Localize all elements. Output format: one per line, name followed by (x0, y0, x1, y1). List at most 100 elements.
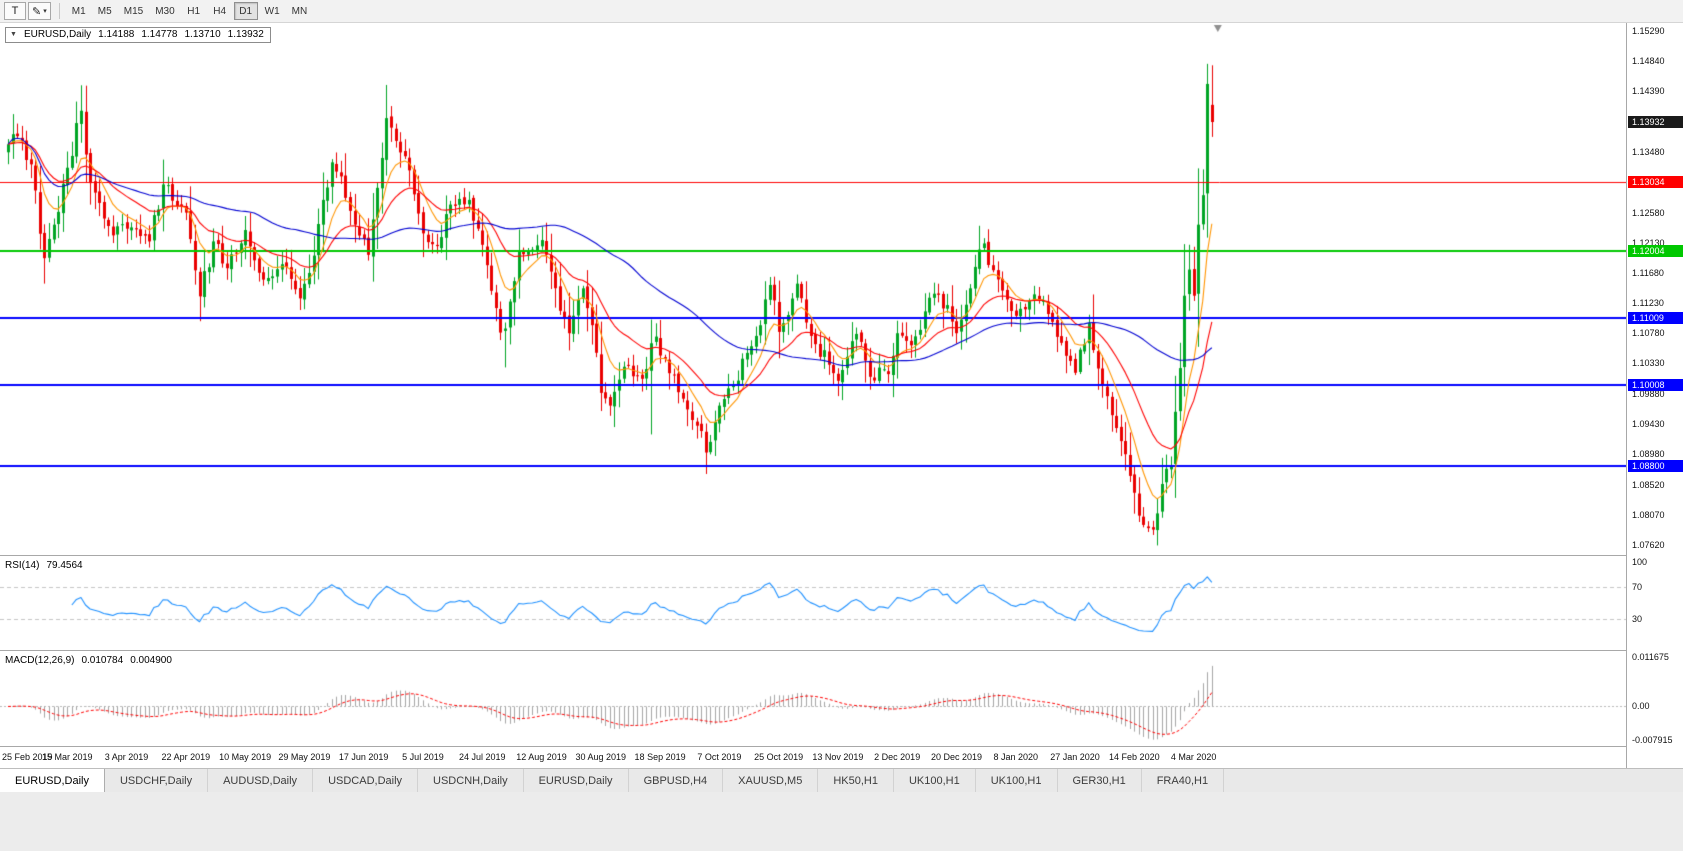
date-axis-separator (0, 746, 1683, 747)
red-hline-label: 1.13034 (1628, 176, 1683, 189)
pane-separator[interactable] (0, 650, 1683, 651)
timeframe-button-m5[interactable]: M5 (93, 2, 117, 20)
symbol-tab-0[interactable]: EURUSD,Daily (0, 769, 105, 792)
price-axis-label: 0.00 (1632, 701, 1650, 712)
date-axis-label: 25 Oct 2019 (754, 752, 804, 762)
chevron-down-icon[interactable]: ▼ (10, 31, 17, 38)
price-axis-label: 1.14840 (1632, 56, 1665, 67)
timeframe-button-w1[interactable]: W1 (260, 2, 285, 20)
price-axis-label: 1.09880 (1632, 388, 1665, 399)
date-axis-label: 5 Jul 2019 (402, 752, 444, 762)
timeframe-button-m1[interactable]: M1 (67, 2, 91, 20)
symbol-tab-11[interactable]: GER30,H1 (1057, 769, 1142, 792)
date-axis-label: 30 Aug 2019 (575, 752, 627, 762)
price-axis-label: 1.08520 (1632, 479, 1665, 490)
rsi-pane-canvas[interactable] (0, 556, 1626, 650)
top-toolbar: T ✎ ▾ M1 M5 M15 M30 H1 H4 D1 W1 MN (0, 0, 1683, 23)
price-axis-label: 1.10330 (1632, 358, 1665, 369)
price-axis-label: 1.08980 (1632, 448, 1665, 459)
price-axis-label: 1.13480 (1632, 147, 1665, 158)
price-axis-label: 1.09430 (1632, 418, 1665, 429)
ohlc-high: 1.14778 (141, 29, 178, 40)
main-chart-canvas[interactable] (0, 23, 1626, 555)
date-axis-label: 27 Jan 2020 (1050, 752, 1100, 762)
text-annotation-tool-button[interactable]: T (4, 2, 26, 20)
timeframe-button-h1[interactable]: H1 (182, 2, 206, 20)
price-axis-label: 100 (1632, 557, 1648, 567)
timeframe-button-h4[interactable]: H4 (208, 2, 232, 20)
macd-current-value: 0.010784 (81, 655, 124, 666)
symbol-tab-10[interactable]: UK100,H1 (975, 769, 1058, 792)
date-axis[interactable]: 25 Feb 2019 15 Mar 2019 3 Apr 2019 22 Apr 2… (0, 747, 1626, 768)
price-axis-label: 0.011675 (1632, 652, 1669, 662)
chart-symbol-label: EURUSD,Daily (23, 29, 92, 40)
drawing-tools-group: T ✎ ▾ (4, 2, 53, 20)
timeframe-button-m15[interactable]: M15 (119, 2, 148, 20)
price-axis-label: 1.08070 (1632, 509, 1665, 520)
ohlc-open: 1.14188 (98, 29, 135, 40)
date-axis-label: 10 May 2019 (219, 752, 272, 762)
date-axis-label: 3 Apr 2019 (104, 752, 149, 762)
price-axis-label: 1.11230 (1632, 298, 1664, 309)
rsi-indicator-name: RSI(14) (5, 560, 40, 571)
symbol-tab-4[interactable]: USDCNH,Daily (418, 769, 524, 792)
symbol-tab-7[interactable]: XAUUSD,M5 (723, 769, 819, 792)
ohlc-low: 1.13710 (184, 29, 221, 40)
chart-window: ▼ EURUSD,Daily 1.14188 1.14778 1.13710 1… (0, 23, 1683, 768)
blue-hline-label-3: 1.08800 (1628, 459, 1683, 472)
chart-ohlc-title: ▼ EURUSD,Daily 1.14188 1.14778 1.13710 1… (5, 27, 271, 43)
macd-indicator-name: MACD(12,26,9) (5, 655, 75, 666)
price-axis-label: 1.12130 (1632, 237, 1665, 248)
macd-pane-canvas[interactable] (0, 651, 1626, 746)
price-axis-label: 30 (1632, 614, 1643, 625)
price-axis[interactable]: 1.15290 1.14840 1.14390 1.13480 1.12580 1.121… (1626, 23, 1683, 768)
rsi-current-value: 79.4564 (46, 560, 83, 571)
price-axis-label: 1.10780 (1632, 328, 1665, 339)
chart-tab-bar: EURUSD,Daily USDCHF,Daily AUDUSD,Daily USDC… (0, 768, 1683, 792)
macd-title: MACD(12,26,9) 0.010784 0.004900 (5, 655, 172, 666)
date-axis-label: 12 Aug 2019 (516, 752, 567, 762)
date-axis-label: 2 Dec 2019 (874, 752, 921, 762)
date-axis-label: 22 Apr 2019 (161, 752, 211, 762)
ohlc-close: 1.13932 (227, 29, 264, 40)
symbol-tab-5[interactable]: EURUSD,Daily (523, 769, 629, 792)
price-axis-label: 1.15290 (1632, 26, 1665, 36)
blue-hline-label-2: 1.10008 (1628, 378, 1683, 391)
symbol-tab-8[interactable]: HK50,H1 (818, 769, 894, 792)
green-hline-label: 1.12004 (1628, 245, 1683, 258)
timeframe-button-d1[interactable]: D1 (233, 2, 258, 20)
colors-tool-button[interactable]: ✎ ▾ (28, 2, 51, 20)
date-axis-label: 20 Dec 2019 (930, 752, 982, 762)
symbol-tab-1[interactable]: USDCHF,Daily (104, 769, 209, 792)
date-axis-label: 4 Mar 2020 (1170, 752, 1217, 762)
toolbar-separator (58, 3, 60, 19)
date-axis-label: 29 May 2019 (278, 752, 331, 762)
blue-hline-label-1: 1.11009 (1628, 311, 1683, 324)
price-axis-label: 1.14390 (1632, 86, 1665, 97)
timeframe-button-m30[interactable]: M30 (150, 2, 179, 20)
date-axis-label: 17 Jun 2019 (338, 752, 389, 762)
symbol-tab-12[interactable]: FRA40,H1 (1141, 769, 1225, 792)
pane-separator[interactable] (0, 555, 1683, 556)
rsi-title: RSI(14) 79.4564 (5, 560, 83, 571)
date-axis-label: 18 Sep 2019 (634, 752, 686, 762)
price-axis-label: 70 (1632, 581, 1643, 592)
price-axis-label: 1.12580 (1632, 207, 1665, 218)
timeframe-button-mn[interactable]: MN (287, 2, 313, 20)
date-axis-label: 25 Feb 2019 (2, 752, 53, 762)
dropdown-caret-icon: ▾ (43, 8, 47, 15)
date-axis-label: 24 Jul 2019 (458, 752, 506, 762)
date-axis-label: 14 Feb 2020 (1109, 752, 1160, 762)
symbol-tab-3[interactable]: USDCAD,Daily (313, 769, 419, 792)
symbol-tab-6[interactable]: GBPUSD,H4 (628, 769, 724, 792)
current-price-label: 1.13932 (1628, 116, 1683, 128)
bottom-filler (0, 792, 1683, 851)
date-axis-label: 13 Nov 2019 (812, 752, 864, 762)
macd-signal-value: 0.004900 (130, 655, 172, 666)
symbol-tab-9[interactable]: UK100,H1 (893, 769, 976, 792)
date-axis-label: 7 Oct 2019 (697, 752, 742, 762)
symbol-tab-2[interactable]: AUDUSD,Daily (208, 769, 314, 792)
timeframe-toolbar: M1 M5 M15 M30 H1 H4 D1 W1 MN (66, 2, 313, 20)
price-axis-label: -0.007915 (1632, 735, 1673, 745)
